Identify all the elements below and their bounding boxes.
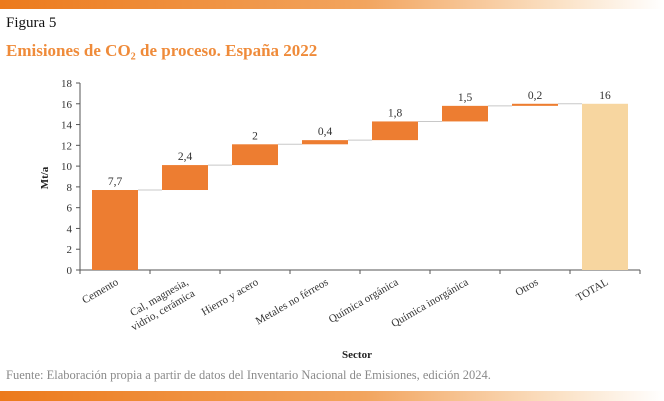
increment-bar	[372, 121, 418, 141]
increment-bar	[232, 144, 278, 166]
labels-group: 7,7 Cemento 2,4 Cal, magnesia,vidrio, cerám…	[80, 90, 611, 334]
x-tick-label: Cemento	[80, 276, 121, 306]
y-axis-title: Mt/a	[39, 166, 51, 189]
data-label: 1,8	[388, 107, 403, 119]
x-tick-label-group: TOTAL	[574, 276, 611, 304]
x-tick-label-group: Cal, magnesia,vidrio, cerámica	[128, 276, 197, 334]
y-tick-label: 18	[61, 78, 73, 90]
increment-bar	[92, 190, 138, 270]
x-tick-label: Metales no férreos	[254, 276, 331, 327]
figure-title: Emisiones de CO₂ de proceso. España 2022	[6, 41, 318, 60]
chart-svg: 0 2 4 6 8 10 12 14 16 18 7,7 Cemento 2,4 Cal, magnes…	[39, 78, 641, 361]
x-tick-label: TOTAL	[574, 276, 611, 304]
data-label: 1,5	[458, 92, 473, 104]
increment-bar	[442, 105, 488, 122]
increment-bar	[162, 165, 208, 191]
x-tick-label: Química orgánica	[327, 276, 401, 326]
data-label: 0,2	[528, 90, 543, 102]
data-label: 7,7	[108, 176, 123, 188]
axis-group: 0 2 4 6 8 10 12 14 16 18	[61, 78, 641, 277]
data-label: 0,4	[318, 126, 333, 138]
data-label: 2	[252, 130, 258, 142]
data-label: 16	[599, 90, 611, 102]
y-tick-label: 14	[61, 120, 73, 132]
data-label: 2,4	[178, 151, 193, 163]
source-note: Fuente: Elaboración propia a partir de d…	[6, 368, 491, 382]
y-tick-label: 4	[67, 223, 73, 235]
x-tick-label-group: Hierro y acero	[199, 276, 260, 318]
x-tick-label-group: Química orgánica	[327, 276, 401, 326]
x-tick-label-group: Cemento	[80, 276, 121, 306]
x-tick-label-group: Otros	[513, 276, 540, 299]
x-tick-label: Otros	[513, 276, 540, 299]
x-tick-label: Química inorgánica	[389, 276, 470, 330]
y-tick-label: 16	[61, 99, 73, 111]
x-tick-label: Hierro y acero	[199, 276, 260, 318]
waterfall-chart: 0 2 4 6 8 10 12 14 16 18 7,7 Cemento 2,4 Cal, magnes…	[0, 68, 664, 368]
y-tick-label: 10	[61, 161, 73, 173]
total-bar	[582, 103, 628, 271]
x-axis-title: Sector	[342, 349, 372, 361]
y-tick-label: 8	[67, 182, 73, 194]
bars-group	[92, 103, 628, 271]
x-tick-label-group: Metales no férreos	[254, 276, 331, 327]
y-tick-label: 12	[61, 140, 72, 152]
bottom-accent-bar	[0, 391, 664, 401]
figure-label: Figura 5	[6, 15, 57, 31]
increment-bar	[302, 140, 348, 145]
increment-bar	[512, 103, 558, 106]
top-accent-bar	[0, 0, 664, 9]
y-tick-label: 2	[67, 244, 73, 256]
y-tick-label: 0	[67, 265, 73, 277]
x-tick-label-group: Química inorgánica	[389, 276, 470, 330]
y-tick-label: 6	[67, 203, 73, 215]
